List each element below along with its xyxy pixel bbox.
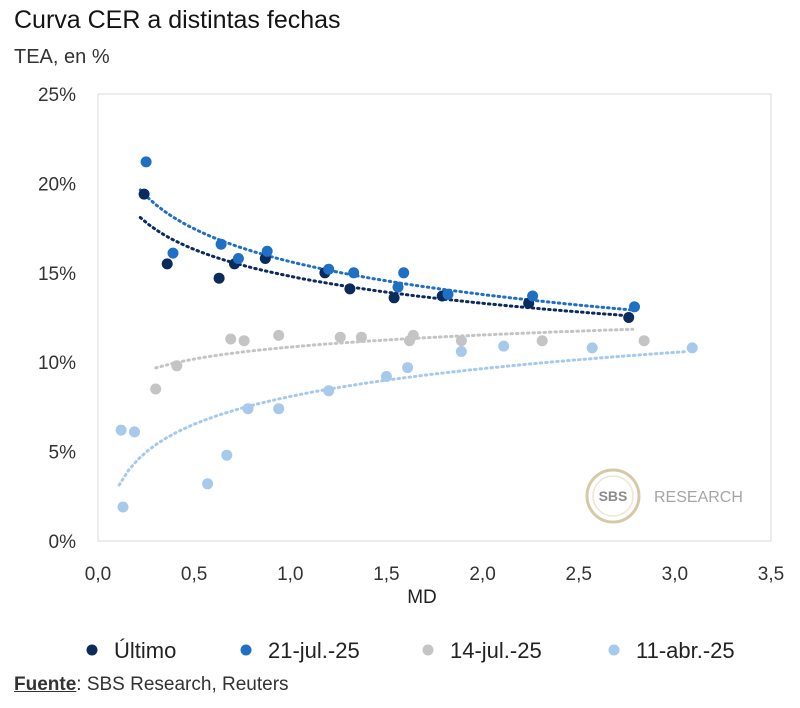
data-point [138, 188, 150, 200]
data-point [171, 360, 183, 372]
y-tick-label: 15% [38, 264, 76, 285]
data-point [527, 290, 539, 302]
x-tick-label: 3,5 [758, 564, 784, 585]
data-point [407, 329, 419, 341]
chart-subtitle: TEA, en % [14, 46, 110, 68]
trendline [138, 216, 635, 318]
data-point [221, 449, 233, 461]
data-point [273, 329, 285, 341]
watermark-logo-inner [592, 475, 634, 517]
legend-label: Último [114, 638, 176, 663]
data-point [629, 301, 640, 313]
x-tick-label: 0,5 [181, 564, 207, 585]
data-point [323, 385, 335, 397]
trendline [117, 350, 686, 487]
x-axis: 0,0 0,5 1,0 1,5 2,0 2,5 3,0 3,5 [85, 564, 784, 585]
x-tick-label: 1,5 [373, 564, 399, 585]
data-point [129, 426, 140, 438]
watermark-logo-text: SBS [599, 488, 628, 504]
x-tick-label: 3,0 [662, 564, 688, 585]
legend-label: 11-abr.-25 [636, 638, 735, 663]
data-point [455, 335, 467, 347]
y-tick-label: 20% [38, 174, 76, 195]
data-point [623, 312, 635, 323]
data-point [150, 383, 162, 395]
data-point [355, 331, 367, 343]
x-axis-label: MD [407, 587, 437, 608]
y-tick-label: 0% [49, 532, 77, 553]
data-point [273, 403, 285, 415]
data-point [117, 501, 129, 513]
data-point [213, 272, 225, 284]
chart-area: 0% 5% 10% 15% 20% 25% 0,0 0,5 1,0 1,5 2,0 2,5 3,0 3,… [38, 85, 784, 663]
data-point [225, 333, 237, 345]
data-point [242, 403, 254, 415]
data-point [380, 371, 392, 382]
watermark: SBS RESEARCH [585, 468, 743, 524]
data-point [536, 335, 548, 347]
data-point [348, 267, 360, 279]
data-point [586, 342, 598, 354]
data-point [161, 258, 173, 270]
data-point [323, 263, 335, 275]
data-point [455, 346, 467, 357]
data-point [686, 342, 698, 354]
data-point [167, 247, 179, 259]
legend-marker [422, 644, 434, 656]
data-point [398, 267, 410, 279]
data-point [261, 245, 273, 257]
y-tick-label: 25% [38, 85, 76, 106]
data-point [442, 288, 454, 300]
trendlines [117, 188, 686, 487]
watermark-text: RESEARCH [654, 489, 743, 506]
legend-marker [240, 644, 252, 656]
x-tick-label: 1,0 [277, 564, 303, 585]
x-tick-label: 2,0 [469, 564, 495, 585]
source-note: Fuente: SBS Research, Reuters [14, 674, 289, 696]
legend: Último 21-jul.-25 14-jul.-25 11-abr.-25 [86, 638, 735, 663]
source-label: Fuente [14, 674, 77, 695]
data-point [238, 335, 250, 347]
data-point [638, 335, 650, 347]
legend-label: 21-jul.-25 [268, 638, 360, 663]
data-point [202, 478, 214, 490]
data-point [232, 253, 244, 264]
legend-marker [86, 644, 98, 656]
data-point [344, 283, 356, 295]
y-axis: 0% 5% 10% 15% 20% 25% [38, 85, 76, 553]
data-point [115, 424, 127, 436]
data-point [140, 156, 152, 168]
data-point [392, 281, 404, 293]
data-point [388, 292, 400, 304]
y-tick-label: 10% [38, 353, 76, 374]
data-point [334, 331, 346, 343]
legend-marker [608, 644, 620, 656]
x-tick-label: 0,0 [85, 564, 111, 585]
y-tick-label: 5% [49, 443, 77, 464]
source-text: : SBS Research, Reuters [76, 674, 289, 695]
legend-label: 14-jul.-25 [450, 638, 542, 663]
plot-frame [97, 93, 772, 542]
chart-title: Curva CER a distintas fechas [14, 6, 341, 34]
data-points [115, 156, 698, 513]
data-point [402, 362, 414, 374]
x-tick-label: 2,5 [566, 564, 592, 585]
data-point [498, 340, 510, 352]
data-point [215, 238, 227, 250]
